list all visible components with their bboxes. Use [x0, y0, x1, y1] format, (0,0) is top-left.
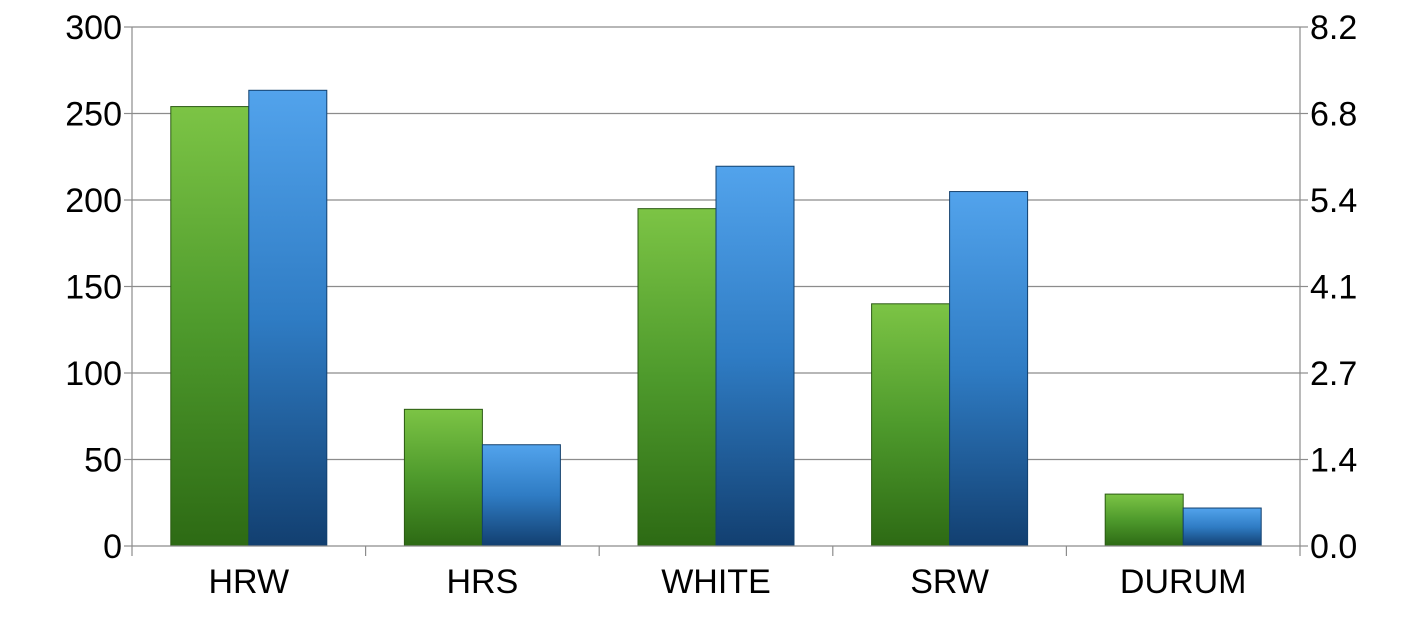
x-tick-label: SRW: [910, 563, 989, 601]
bar-series-1-white: [637, 208, 717, 547]
left-tick-label: 250: [65, 96, 122, 134]
x-tick-label: WHITE: [661, 563, 771, 601]
left-tick-label: 50: [84, 442, 122, 480]
right-tick-label: 4.1: [1310, 269, 1357, 307]
left-tick-label: 300: [65, 9, 122, 47]
bar-series-2-hrw: [248, 89, 328, 547]
right-tick-label: 6.8: [1310, 96, 1357, 134]
left-tick-label: 0: [103, 528, 122, 566]
left-tick-label: 200: [65, 182, 122, 220]
right-tick-label: 1.4: [1310, 442, 1357, 480]
axes: [124, 26, 1308, 556]
right-tick-label: 0.0: [1310, 528, 1357, 566]
bar-series-2-hrs: [481, 444, 561, 547]
bar-series-1-durum: [1104, 493, 1184, 547]
right-tick-label: 5.4: [1310, 182, 1357, 220]
bar-series-1-hrs: [403, 408, 483, 547]
bar-series-2-durum: [1182, 507, 1262, 547]
x-tick-label: HRS: [447, 563, 519, 601]
right-tick-label: 2.7: [1310, 355, 1357, 393]
bar-series-1-srw: [871, 303, 951, 547]
x-tick-label: HRW: [209, 563, 290, 601]
axis-labels: 0 0.0 50 1.4 100 2.7 150 4.1 200 5.4 250 6.8 300 8.2 H…: [65, 9, 1357, 601]
x-tick-label: DURUM: [1120, 563, 1247, 601]
bars: [170, 89, 1262, 547]
right-tick-label: 8.2: [1310, 9, 1357, 47]
bar-series-2-white: [715, 165, 795, 547]
left-tick-label: 150: [65, 269, 122, 307]
bar-series-2-srw: [949, 191, 1029, 547]
left-tick-label: 100: [65, 355, 122, 393]
bar-series-1-hrw: [170, 106, 250, 547]
